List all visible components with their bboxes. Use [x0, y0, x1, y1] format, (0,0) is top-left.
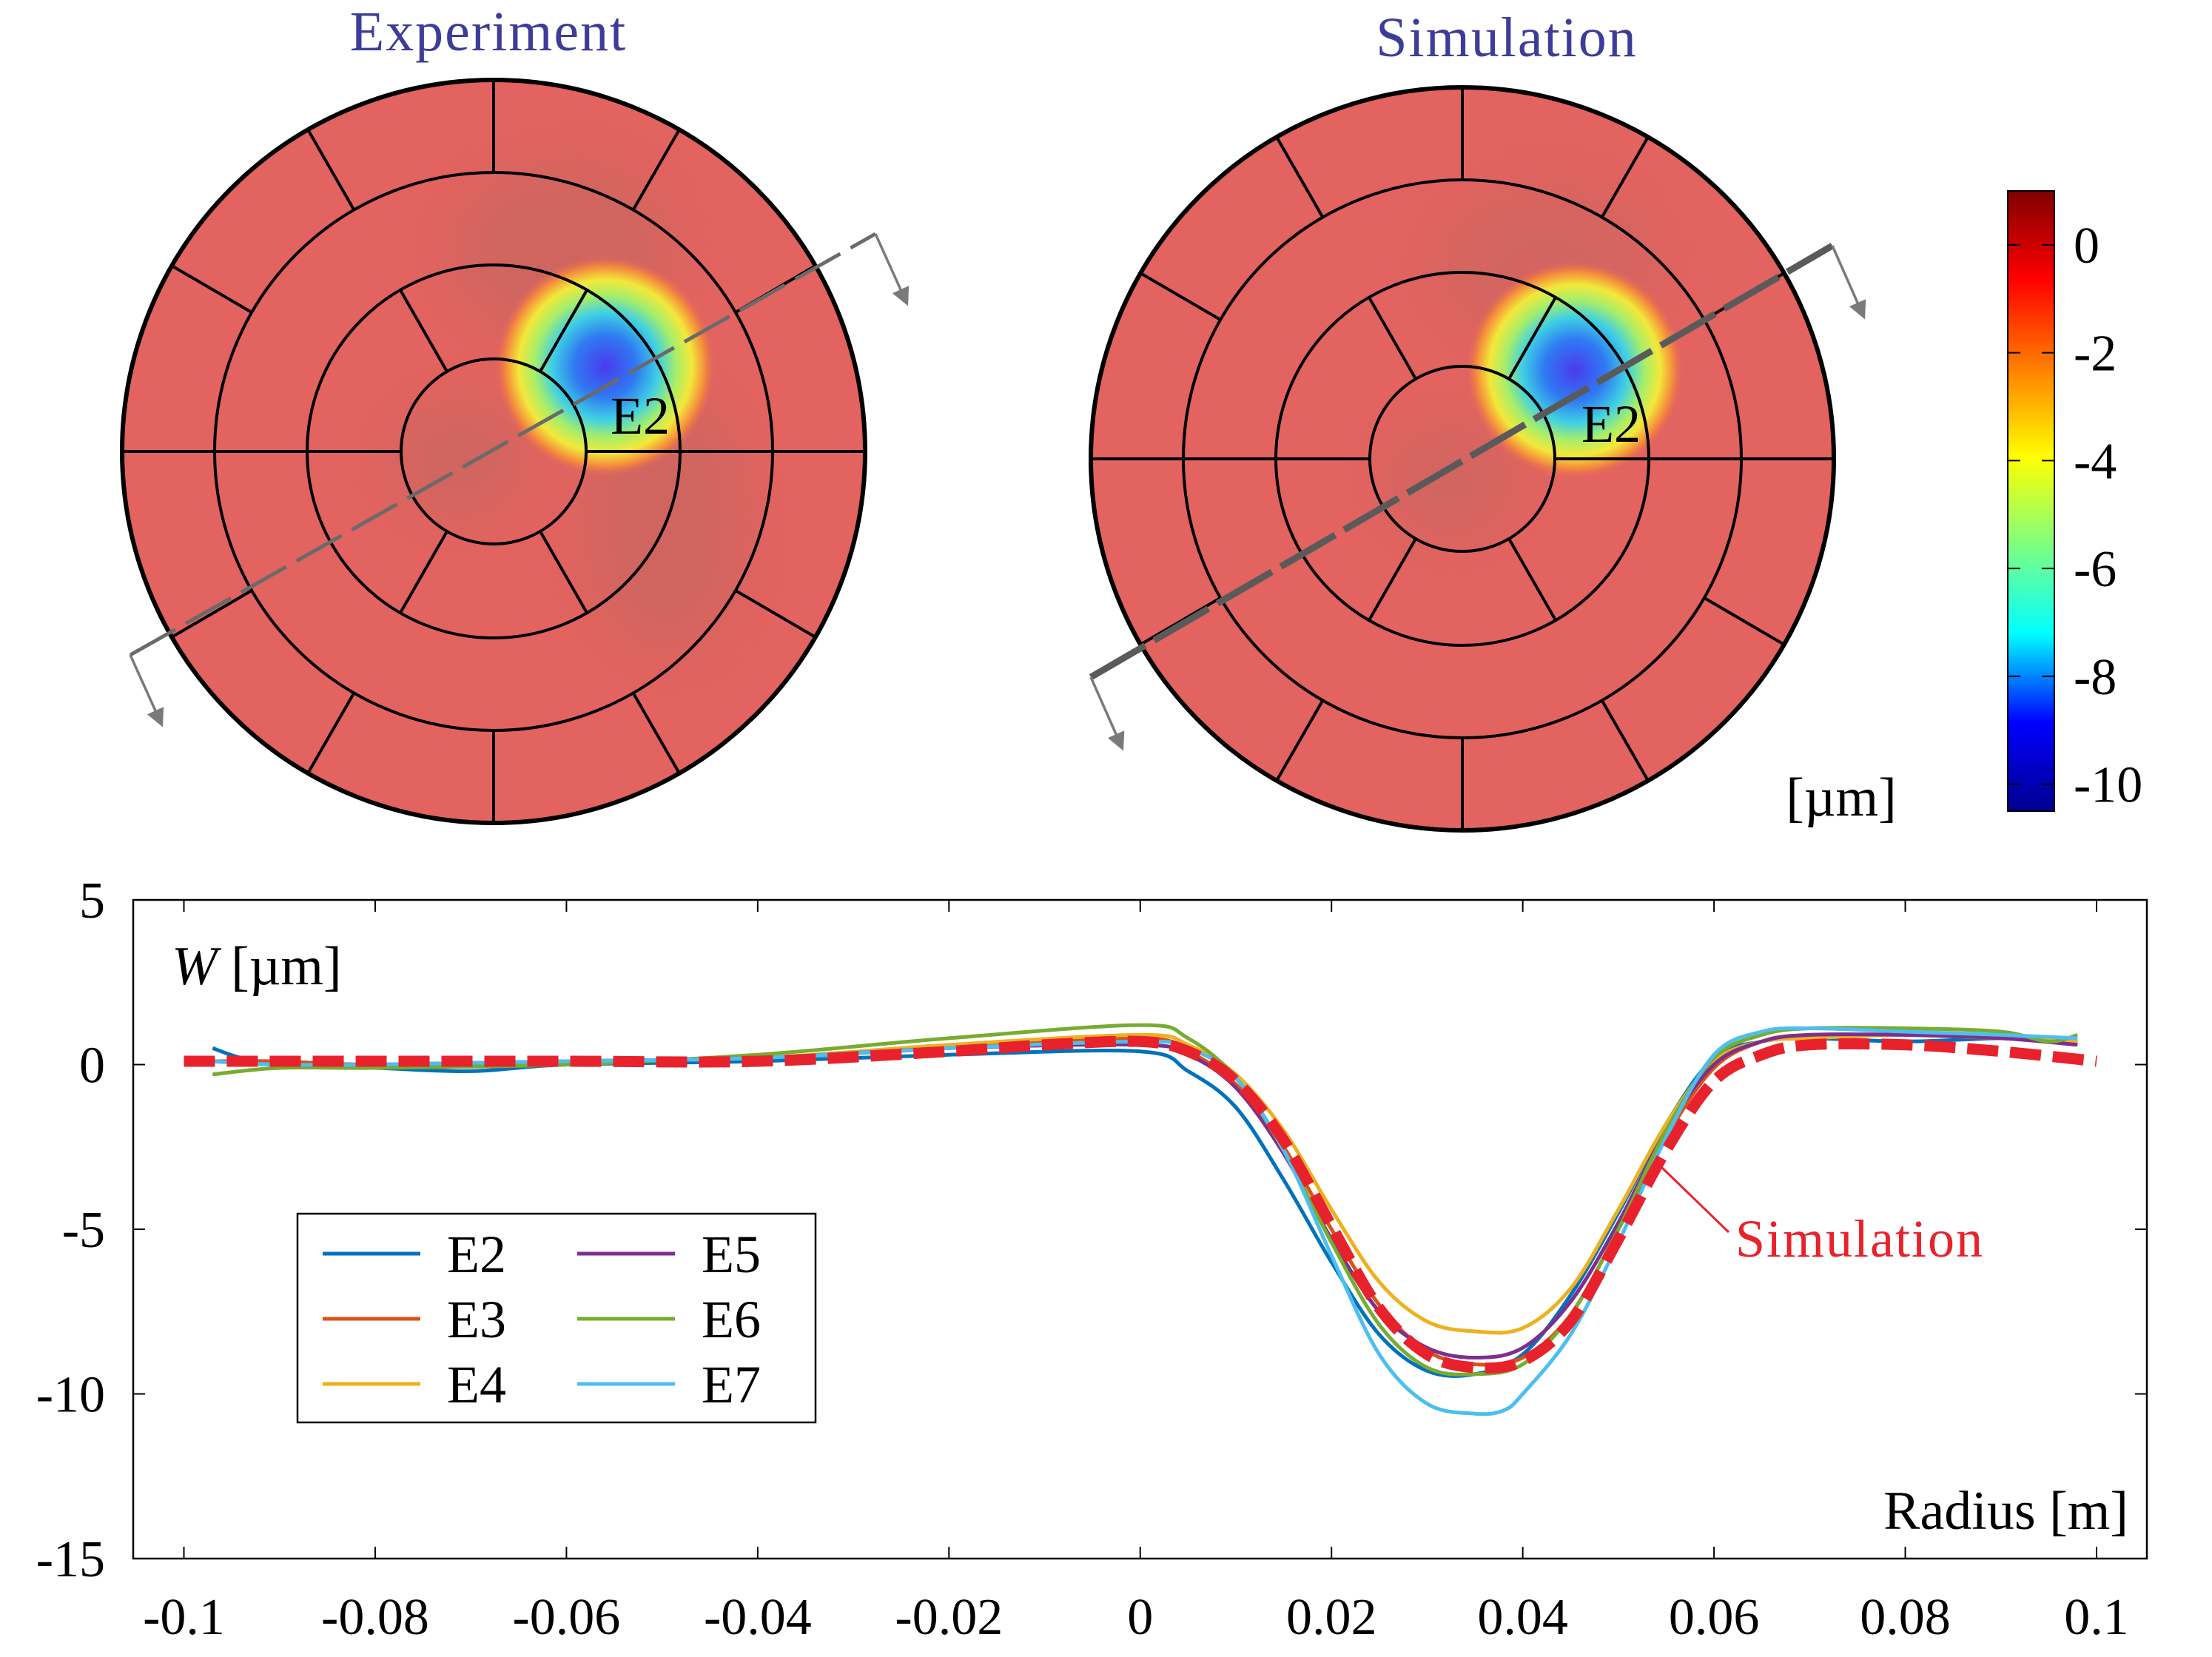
x-tick-label: -0.08 [321, 1589, 429, 1646]
x-axis: -0.1 -0.08 -0.06 -0.04 -0.02 0 0.02 0.04 0.06 0.0… [143, 900, 2129, 1646]
y-tick-label: 5 [79, 873, 105, 930]
experiment-map: Experiment [120, 1, 910, 825]
x-tick-label: 0.04 [1477, 1589, 1568, 1646]
x-axis-label: Radius [m] [1883, 1481, 2128, 1542]
colorbar-tick-label: -2 [2074, 326, 2117, 383]
legend: E2 E3 E4 E5 E6 E7 [296, 1212, 817, 1424]
legend-label: E5 [702, 1225, 761, 1284]
experiment-segment-grid [120, 78, 867, 825]
colorbar-tick-label: 0 [2074, 218, 2100, 275]
experiment-segment-label: E2 [611, 386, 670, 446]
simulation-map: Simulation [1089, 7, 1866, 833]
x-tick-label: -0.1 [143, 1589, 225, 1646]
legend-label: E3 [447, 1290, 506, 1349]
colorbar-scale [2007, 190, 2055, 812]
legend-label: E4 [447, 1355, 506, 1414]
annotation-leader [1661, 1166, 1730, 1234]
simulation-segment-label: E2 [1581, 394, 1641, 454]
colorbar-tick-label: -6 [2074, 541, 2117, 598]
x-tick-label: -0.04 [704, 1589, 812, 1646]
experiment-section-line [129, 232, 910, 727]
profile-chart: -0.1 -0.08 -0.06 -0.04 -0.02 0 0.02 0.04 0.06 0.0… [36, 873, 2148, 1646]
x-tick-label: 0.06 [1669, 1589, 1760, 1646]
x-tick-label: 0 [1127, 1589, 1153, 1646]
x-tick-label: 0.08 [1860, 1589, 1951, 1646]
series-layer [184, 1023, 2097, 1416]
y-tick-label: -10 [36, 1367, 105, 1424]
colorbar-tick-label: -10 [2074, 757, 2142, 814]
legend-label: E7 [702, 1355, 761, 1414]
simulation-annotation: Simulation [1735, 1209, 1984, 1268]
colorbar-unit: [µm] [1786, 767, 1896, 828]
deflection-spot [494, 255, 716, 477]
x-tick-label: 0.02 [1286, 1589, 1377, 1646]
colorbar-tick-label: -4 [2074, 433, 2117, 490]
y-axis-unit: [µm] [218, 936, 342, 997]
simulation-title: Simulation [1376, 7, 1638, 69]
simulation-section-line [1089, 243, 1866, 751]
colorbar-tick-label: -8 [2074, 649, 2117, 706]
x-tick-label: 0.1 [2064, 1589, 2129, 1646]
legend-label: E2 [447, 1225, 506, 1284]
legend-label: E6 [702, 1290, 761, 1349]
y-tick-label: -5 [62, 1202, 105, 1259]
y-axis-label: W [µm] [172, 936, 342, 997]
experiment-title: Experiment [350, 1, 628, 63]
y-axis-variable: W [172, 936, 222, 997]
x-tick-label: -0.02 [895, 1589, 1003, 1646]
shade-patch [392, 400, 525, 518]
colorbar: 0 -2 -4 -6 -8 -10 [µm] [1786, 190, 2142, 828]
deflection-spot [1465, 261, 1684, 480]
y-axis: 5 0 -5 -10 -15 [36, 873, 2147, 1588]
y-tick-label: 0 [79, 1038, 105, 1095]
y-tick-label: -15 [36, 1531, 105, 1588]
series-line-simulation [184, 1035, 2097, 1374]
x-tick-label: -0.06 [512, 1589, 620, 1646]
